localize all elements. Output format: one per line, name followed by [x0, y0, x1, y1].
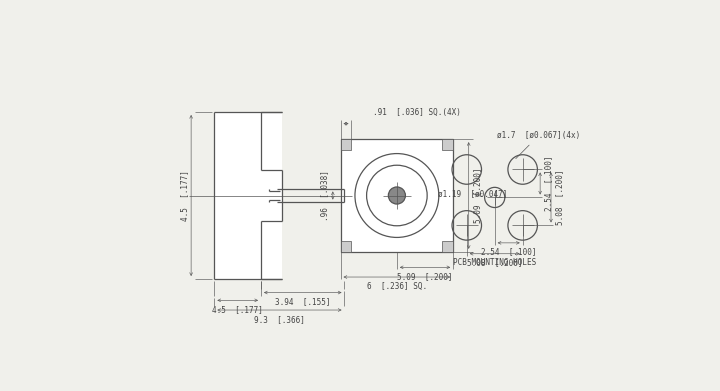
Text: 4.5  [.177]: 4.5 [.177] — [212, 305, 263, 314]
Text: 9.3  [.366]: 9.3 [.366] — [254, 315, 305, 324]
Text: 6  [.236] SQ.: 6 [.236] SQ. — [366, 282, 427, 291]
Text: 5.09  [.200]: 5.09 [.200] — [473, 168, 482, 223]
Text: 2.54  [.100]: 2.54 [.100] — [544, 156, 553, 211]
Text: 5.09  [.200]: 5.09 [.200] — [397, 272, 453, 281]
Bar — [341, 241, 351, 252]
Bar — [341, 139, 351, 150]
Bar — [442, 241, 453, 252]
Bar — [442, 139, 453, 150]
Text: .96  [.038]: .96 [.038] — [320, 170, 329, 221]
Text: 5.08  [.200]: 5.08 [.200] — [467, 258, 523, 267]
Text: 5.08  [.200]: 5.08 [.200] — [555, 170, 564, 225]
Circle shape — [388, 187, 405, 204]
Text: .91  [.036] SQ.(4X): .91 [.036] SQ.(4X) — [373, 108, 461, 117]
Text: 3.94  [.155]: 3.94 [.155] — [275, 297, 330, 306]
Text: 2.54  [.100]: 2.54 [.100] — [481, 248, 536, 256]
Bar — [215, 112, 282, 279]
Text: PCB MOUNTING HOLES: PCB MOUNTING HOLES — [453, 258, 536, 267]
Text: ø1.19  [ø0.047]: ø1.19 [ø0.047] — [438, 189, 507, 198]
Text: ø1.7  [ø0.067](4x): ø1.7 [ø0.067](4x) — [497, 131, 580, 159]
Text: 4.5  [.177]: 4.5 [.177] — [180, 170, 189, 221]
Bar — [341, 139, 453, 252]
